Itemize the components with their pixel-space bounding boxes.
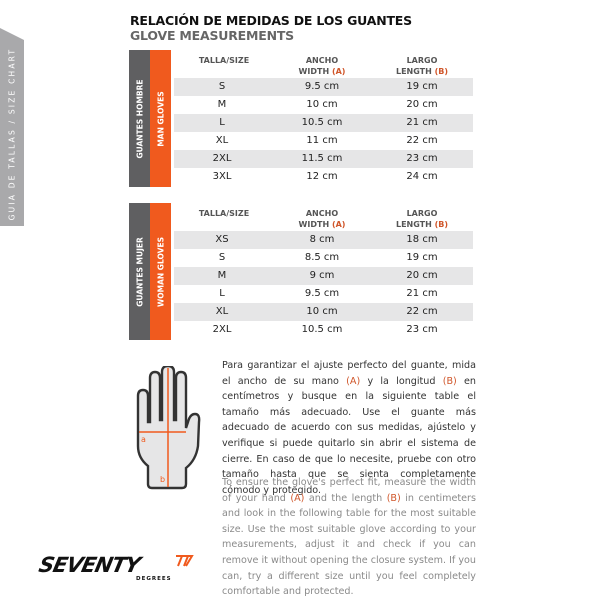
size-cell: L (219, 117, 225, 128)
b-label: b (160, 475, 165, 484)
instructions-english: To ensure the glove's perfect fit, measu… (222, 477, 476, 598)
length-cell: 21 cm (406, 117, 438, 128)
width-cell: 9.5 cm (304, 81, 340, 92)
instructions-spanish: Para garantizar el ajuste perfecto del g… (222, 360, 476, 496)
width-cell: 9 cm (309, 270, 335, 281)
men-label-es: GUANTES HOMBRE (129, 50, 150, 187)
length-cell: 19 cm (406, 81, 438, 92)
length-cell: 20 cm (406, 270, 438, 281)
width-cell: 11 cm (306, 135, 338, 146)
size-header: TALLA/SIZE (198, 209, 250, 218)
width-cell: 9.5 cm (304, 288, 340, 299)
men-size-table: GUANTES HOMBRE MAN GLOVES TALLA/SIZE ANC… (129, 50, 473, 187)
width-header: ANCHO WIDTH (A) (298, 209, 346, 229)
table-row: L 9.5 cm 21 cm (174, 285, 473, 303)
length-cell: 19 cm (406, 252, 438, 263)
seventy-degrees-logo: SEVENTY DEGREES (36, 552, 196, 586)
size-cell: 3XL (212, 171, 232, 182)
length-cell: 21 cm (406, 288, 438, 299)
length-cell: 23 cm (406, 153, 438, 164)
table-row: M 10 cm 20 cm (174, 96, 473, 114)
length-cell: 23 cm (406, 324, 438, 335)
size-cell: XS (215, 234, 229, 245)
women-size-table: GUANTES MUJER WOMAN GLOVES TALLA/SIZE AN… (129, 203, 473, 340)
hand-measure-diagram: a b (132, 364, 204, 498)
size-cell: 2XL (212, 153, 232, 164)
size-header: TALLA/SIZE (198, 56, 250, 65)
svg-text:SEVENTY: SEVENTY (36, 553, 145, 578)
length-header: LARGO LENGTH (B) (395, 56, 449, 76)
title-english: GLOVE MEASUREMENTS (130, 28, 294, 43)
size-cell: 2XL (212, 324, 232, 335)
size-cell: M (217, 270, 227, 281)
table-row: 3XL 12 cm 24 cm (174, 168, 473, 186)
men-label-en: MAN GLOVES (150, 50, 171, 187)
width-cell: 10 cm (306, 306, 338, 317)
size-chart-side-tab: GUIA DE TALLAS / SIZE CHART (0, 28, 24, 226)
table-row: 2XL 10.5 cm 23 cm (174, 321, 473, 339)
table-row: S 8.5 cm 19 cm (174, 249, 473, 267)
size-cell: S (218, 81, 226, 92)
size-cell: XL (215, 135, 229, 146)
width-cell: 11.5 cm (301, 153, 343, 164)
women-label-en: WOMAN GLOVES (150, 203, 171, 340)
table-row: L 10.5 cm 21 cm (174, 114, 473, 132)
width-cell: 8 cm (309, 234, 335, 245)
size-cell: M (217, 99, 227, 110)
table-row: XS 8 cm 18 cm (174, 231, 473, 249)
size-cell: XL (215, 306, 229, 317)
table-row: S 9.5 cm 19 cm (174, 78, 473, 96)
length-cell: 20 cm (406, 99, 438, 110)
length-cell: 22 cm (406, 135, 438, 146)
width-cell: 12 cm (306, 171, 338, 182)
length-cell: 18 cm (406, 234, 438, 245)
width-cell: 10 cm (306, 99, 338, 110)
length-cell: 24 cm (406, 171, 438, 182)
hand-icon: a b (136, 364, 201, 490)
table-row: XL 11 cm 22 cm (174, 132, 473, 150)
svg-text:DEGREES: DEGREES (136, 576, 172, 582)
side-tab-label: GUIA DE TALLAS / SIZE CHART (7, 47, 17, 221)
width-cell: 10.5 cm (301, 324, 343, 335)
table-row: 2XL 11.5 cm 23 cm (174, 150, 473, 168)
women-label-es: GUANTES MUJER (129, 203, 150, 340)
size-cell: S (218, 252, 226, 263)
table-row: M 9 cm 20 cm (174, 267, 473, 285)
length-header: LARGO LENGTH (B) (395, 209, 449, 229)
a-label: a (141, 435, 146, 444)
length-cell: 22 cm (406, 306, 438, 317)
width-cell: 10.5 cm (301, 117, 343, 128)
table-row: XL 10 cm 22 cm (174, 303, 473, 321)
title-spanish: RELACIÓN DE MEDIDAS DE LOS GUANTES (130, 13, 412, 28)
width-header: ANCHO WIDTH (A) (298, 56, 346, 76)
width-cell: 8.5 cm (304, 252, 340, 263)
size-cell: L (219, 288, 225, 299)
